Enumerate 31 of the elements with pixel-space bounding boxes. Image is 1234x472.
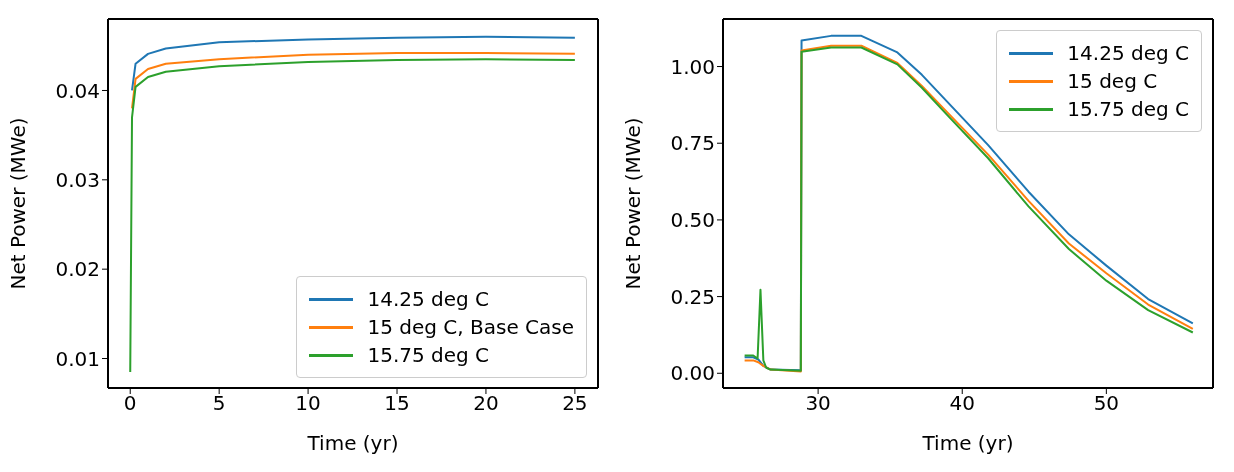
line-series xyxy=(131,35,576,92)
x-tick-label: 30 xyxy=(805,391,831,416)
y-axis-title: Net Power (MWe) xyxy=(621,117,646,290)
x-tick-label: 40 xyxy=(949,391,975,416)
y-tick-label: 1.00 xyxy=(670,54,715,79)
y-tick-label: 0.04 xyxy=(55,78,100,103)
y-tick-label: 0.02 xyxy=(55,257,100,282)
y-tick-label: 0.03 xyxy=(55,167,100,192)
x-tick-label: 15 xyxy=(384,391,410,416)
x-tick-label: 5 xyxy=(212,391,226,416)
x-axis-title: Time (yr) xyxy=(921,431,1014,455)
y-axis-title: Net Power (MWe) xyxy=(6,117,31,290)
y-tick-label: 0.00 xyxy=(670,361,715,386)
x-tick-label: 50 xyxy=(1093,391,1120,416)
y-tick-label: 0.25 xyxy=(670,284,715,309)
legend-label: 15.75 deg C xyxy=(367,343,490,367)
y-tick-label: 0.01 xyxy=(55,346,100,371)
x-axis-title: Time (yr) xyxy=(306,431,399,455)
x-tick-label: 10 xyxy=(295,391,321,416)
x-tick-label: 0 xyxy=(123,391,137,416)
y-tick-label: 0.75 xyxy=(670,131,715,156)
legend-label: 14.25 deg C xyxy=(367,287,490,311)
line-series xyxy=(131,51,576,110)
line-series xyxy=(129,58,576,373)
legend-label: 14.25 deg C xyxy=(1067,41,1189,65)
y-tick-label: 0.50 xyxy=(670,208,715,233)
legend-label: 15.75 deg C xyxy=(1067,97,1189,121)
x-tick-label: 25 xyxy=(562,391,588,416)
legend-label: 15 deg C xyxy=(1067,69,1158,93)
legend-label: 15 deg C, Base Case xyxy=(367,315,574,339)
x-tick-label: 20 xyxy=(473,391,499,416)
